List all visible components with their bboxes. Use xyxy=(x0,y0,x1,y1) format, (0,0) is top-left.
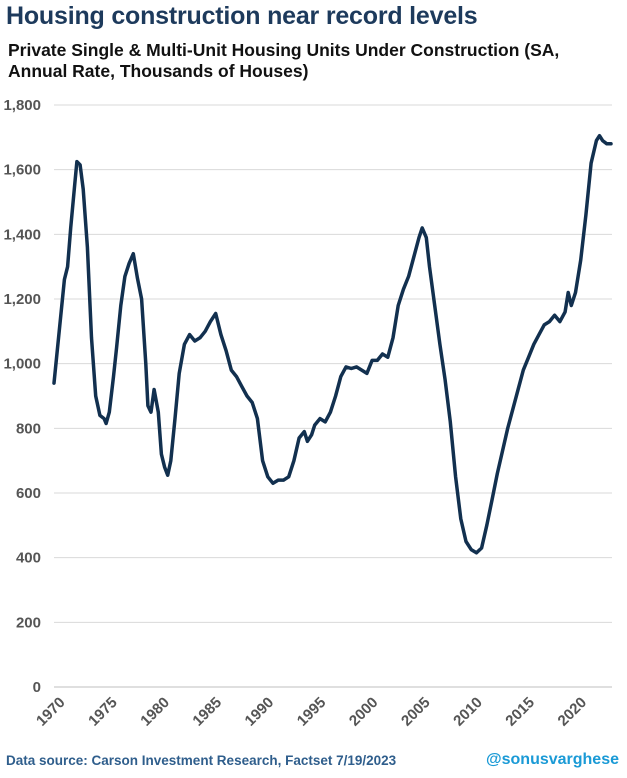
chart-title: Housing construction near record levels xyxy=(6,2,478,30)
y-tick-label: 1,000 xyxy=(3,356,41,373)
chart-subtitle: Private Single & Multi-Unit Housing Unit… xyxy=(8,40,560,81)
y-tick-label: 600 xyxy=(16,485,41,502)
x-tick-label: 2015 xyxy=(502,694,538,730)
x-axis-ticks: 1970 1975 1980 1985 1990 1995 2000 2005 2010 2015… xyxy=(33,694,590,730)
y-axis-ticks: 0 200 400 600 800 1,000 1,200 1,400 1,600 1,800 xyxy=(3,97,41,696)
gridlines xyxy=(54,104,612,623)
x-tick-label: 1995 xyxy=(294,694,330,730)
y-tick-label: 200 xyxy=(16,614,41,631)
series-line-housing-under-construction xyxy=(52,133,613,555)
x-tick-label: 2020 xyxy=(555,694,591,730)
y-tick-label: 1,200 xyxy=(3,291,41,308)
y-tick-label: 1,600 xyxy=(3,162,41,179)
y-tick-label: 0 xyxy=(33,679,41,696)
x-tick-label: 2000 xyxy=(346,694,382,730)
y-tick-label: 1,400 xyxy=(3,226,41,243)
y-tick-label: 400 xyxy=(16,550,41,567)
y-tick-label: 800 xyxy=(16,420,41,437)
x-tick-label: 1980 xyxy=(137,694,173,730)
x-tick-label: 2010 xyxy=(450,694,486,730)
x-tick-label: 2005 xyxy=(398,694,434,730)
author-handle: @sonusvarghese xyxy=(486,751,619,768)
x-tick-label: 1985 xyxy=(189,694,225,730)
x-tick-label: 1970 xyxy=(33,694,69,730)
x-tick-label: 1975 xyxy=(85,694,121,730)
y-tick-label: 1,800 xyxy=(3,97,41,114)
data-source-note: Data source: Carson Investment Research,… xyxy=(6,753,397,768)
x-tick-label: 1990 xyxy=(242,694,278,730)
